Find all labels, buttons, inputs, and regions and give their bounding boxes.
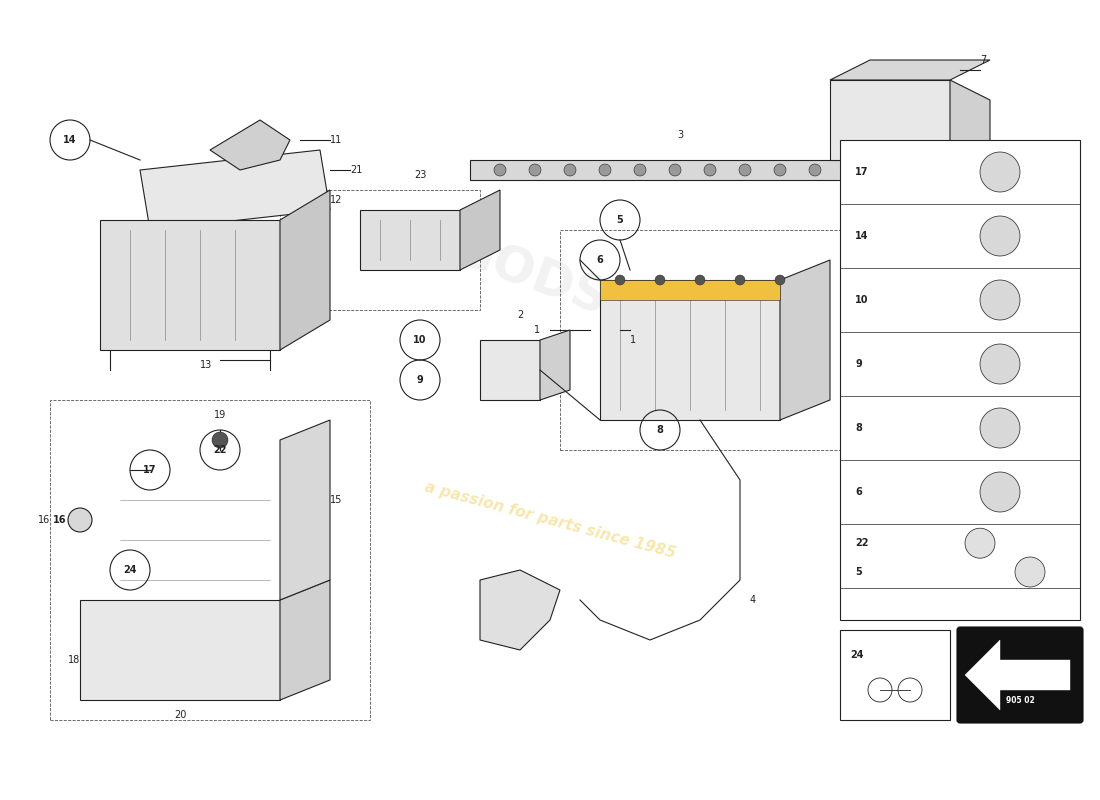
Polygon shape	[280, 580, 330, 700]
Text: 16: 16	[53, 515, 67, 525]
Text: 9: 9	[417, 375, 424, 385]
Polygon shape	[780, 260, 830, 420]
Polygon shape	[600, 280, 780, 420]
Polygon shape	[140, 150, 330, 230]
Text: 22: 22	[213, 445, 227, 455]
Text: GODSparts: GODSparts	[447, 225, 754, 375]
Circle shape	[212, 432, 228, 448]
Text: 24: 24	[850, 650, 864, 660]
FancyBboxPatch shape	[957, 627, 1084, 723]
Polygon shape	[470, 160, 850, 180]
Polygon shape	[210, 120, 290, 170]
Polygon shape	[540, 330, 570, 400]
Polygon shape	[480, 340, 540, 400]
Bar	[840, 630, 950, 720]
Circle shape	[980, 344, 1020, 384]
Text: 18: 18	[68, 655, 80, 665]
Circle shape	[808, 164, 821, 176]
Text: 16: 16	[37, 515, 50, 525]
Text: 22: 22	[855, 538, 869, 548]
Text: 1: 1	[534, 325, 540, 335]
Text: 17: 17	[143, 465, 156, 475]
Text: 7: 7	[980, 55, 987, 65]
Circle shape	[529, 164, 541, 176]
Text: 3: 3	[676, 130, 683, 140]
Bar	[840, 140, 1080, 620]
Polygon shape	[360, 210, 460, 270]
Text: 24: 24	[123, 565, 136, 575]
Text: 4: 4	[750, 595, 756, 605]
Circle shape	[774, 164, 786, 176]
Text: 10: 10	[414, 335, 427, 345]
Text: 12: 12	[330, 195, 342, 205]
Text: 2: 2	[517, 310, 524, 320]
Text: 23: 23	[414, 170, 426, 180]
Polygon shape	[830, 60, 990, 80]
Text: 21: 21	[350, 165, 362, 175]
Circle shape	[600, 164, 610, 176]
Text: 5: 5	[617, 215, 624, 225]
Circle shape	[494, 164, 506, 176]
Circle shape	[980, 472, 1020, 512]
Circle shape	[980, 408, 1020, 448]
Text: 20: 20	[174, 710, 186, 720]
Polygon shape	[480, 570, 560, 650]
Text: 15: 15	[330, 495, 342, 505]
Text: 6: 6	[855, 487, 861, 497]
Text: 8: 8	[855, 423, 862, 433]
Circle shape	[980, 152, 1020, 192]
Bar	[560, 230, 880, 450]
Circle shape	[704, 164, 716, 176]
Text: a passion for parts since 1985: a passion for parts since 1985	[422, 479, 678, 561]
Text: 9: 9	[855, 359, 861, 369]
Circle shape	[68, 508, 92, 532]
Circle shape	[669, 164, 681, 176]
Polygon shape	[280, 190, 330, 350]
Text: 905 02: 905 02	[1005, 696, 1034, 705]
Circle shape	[776, 275, 785, 285]
Text: 10: 10	[855, 295, 869, 305]
Circle shape	[564, 164, 576, 176]
Polygon shape	[100, 220, 280, 350]
Text: 1: 1	[630, 335, 636, 345]
Polygon shape	[280, 420, 330, 600]
Text: 19: 19	[213, 410, 227, 420]
Text: 14: 14	[64, 135, 77, 145]
Text: 5: 5	[855, 567, 861, 577]
Circle shape	[695, 275, 705, 285]
Circle shape	[634, 164, 646, 176]
Polygon shape	[600, 280, 780, 300]
Circle shape	[739, 164, 751, 176]
Bar	[50, 400, 370, 720]
Circle shape	[965, 528, 996, 558]
Polygon shape	[850, 180, 880, 220]
Polygon shape	[460, 190, 500, 270]
Text: 14: 14	[855, 231, 869, 241]
Text: 8: 8	[657, 425, 663, 435]
Text: 6: 6	[596, 255, 604, 265]
Text: 17: 17	[855, 167, 869, 177]
Text: 11: 11	[330, 135, 342, 145]
Polygon shape	[965, 640, 1070, 710]
Circle shape	[980, 280, 1020, 320]
Text: 13: 13	[200, 360, 212, 370]
Polygon shape	[950, 80, 990, 180]
Circle shape	[980, 216, 1020, 256]
Circle shape	[615, 275, 625, 285]
Polygon shape	[830, 80, 950, 160]
Polygon shape	[80, 600, 280, 700]
Circle shape	[1015, 557, 1045, 587]
Circle shape	[735, 275, 745, 285]
Circle shape	[654, 275, 666, 285]
Bar	[280, 190, 480, 310]
